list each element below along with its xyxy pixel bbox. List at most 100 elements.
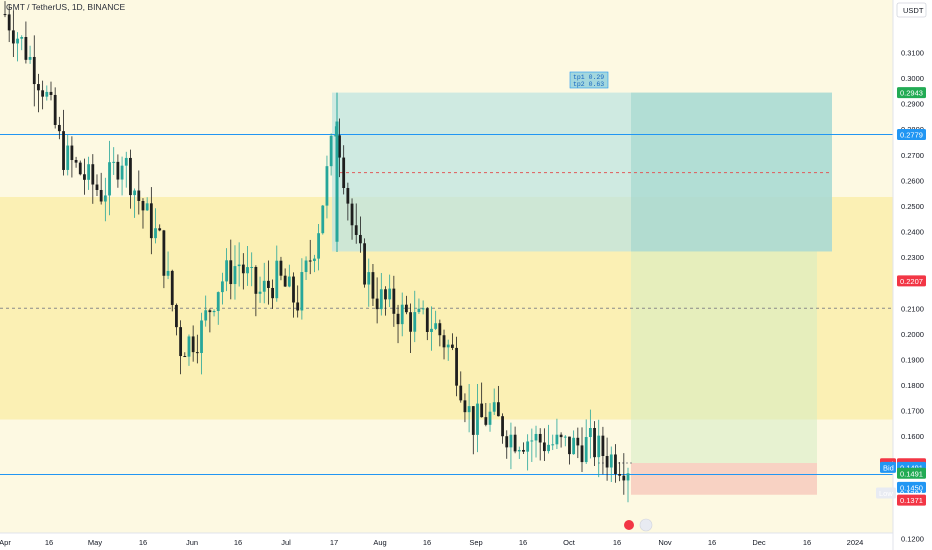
candle-body [442, 335, 446, 348]
tp1-label: tp1 0.29 [573, 74, 604, 81]
price-tag-label: 0.1450 [900, 483, 923, 492]
candle-body [262, 280, 266, 292]
candle-body [308, 260, 312, 262]
y-tick-label: 0.1700 [901, 407, 924, 416]
candle-body [609, 454, 613, 468]
price-tag-bg [897, 129, 926, 141]
lightning-event-icon[interactable] [624, 520, 634, 530]
x-tick-label: Aug [373, 538, 386, 547]
candle-body [250, 266, 254, 268]
candle-body [467, 406, 471, 413]
candle-body [434, 323, 438, 329]
candle-body [555, 434, 559, 445]
candle-body [28, 56, 32, 60]
flag-event-icon[interactable] [639, 518, 653, 532]
price-tag-label: 0.1384 [900, 489, 923, 498]
candle-body [413, 312, 417, 332]
candle-body [175, 304, 178, 328]
candle-body [53, 94, 57, 125]
candle-body [492, 402, 496, 412]
candle-body [212, 311, 216, 313]
candle-body [267, 280, 270, 288]
price-tag-prefix: Low [879, 489, 893, 498]
candle-body [622, 475, 626, 481]
price-tag-prefix-bg [876, 487, 896, 499]
candle-body [120, 165, 124, 180]
candle-body [204, 310, 208, 321]
candle-body [254, 266, 258, 294]
x-tick-label: 16 [423, 538, 431, 547]
candle-body [534, 433, 538, 441]
candle-body [505, 436, 509, 448]
candle-body [350, 203, 354, 226]
candle-body [116, 161, 120, 180]
candle-body [333, 135, 337, 137]
price-tag-prefix-bg [880, 461, 896, 473]
candle-body [141, 200, 145, 211]
candle-body [513, 434, 517, 452]
candle-body [170, 270, 174, 305]
candle-body [409, 312, 412, 332]
candle-body [287, 276, 291, 287]
candle-body [183, 356, 187, 358]
price-tag-bg [897, 467, 926, 479]
x-tick-label: 16 [139, 538, 147, 547]
candle-body [568, 436, 571, 455]
currency-button[interactable] [896, 2, 927, 18]
y-tick-label: 0.3100 [901, 48, 924, 57]
candle-body [354, 225, 358, 235]
candle-body [57, 124, 61, 132]
candle-body [605, 456, 609, 468]
candle-body [49, 91, 53, 95]
candle-body [300, 272, 304, 311]
candle-body [450, 344, 454, 348]
candle-body [99, 189, 103, 202]
price-tag-label: 0.2943 [900, 89, 923, 98]
candle-body [384, 289, 387, 300]
candle-body [112, 161, 116, 163]
candle-body [145, 203, 149, 211]
candle-body [501, 416, 504, 437]
candle-body [11, 30, 15, 44]
candle-body [137, 190, 141, 201]
price-tag-label: 0.2207 [900, 277, 923, 286]
candle-body [417, 308, 421, 313]
candle-body [32, 56, 36, 85]
candle-body [124, 157, 128, 166]
x-tick-label: Jul [281, 538, 291, 547]
candle-body [108, 162, 111, 196]
candle-body [87, 164, 91, 180]
candle-body [459, 385, 463, 401]
candle-body [317, 233, 320, 259]
price-tag-prefix: Bid [883, 463, 894, 472]
price-tag-label: 0.2779 [900, 131, 923, 140]
candle-body [371, 272, 375, 299]
candle-body [404, 304, 408, 313]
candle-body [221, 281, 224, 293]
x-tick-label: 2024 [847, 538, 864, 547]
candle-body [91, 164, 95, 185]
candle-body [522, 449, 525, 452]
x-tick-label: Dec [752, 538, 766, 547]
x-tick-label: Oct [563, 538, 576, 547]
candle-body [166, 270, 170, 276]
candle-body [601, 435, 605, 457]
candle-body [509, 434, 513, 448]
candle-body [283, 275, 287, 287]
candle-body [271, 287, 274, 299]
candle-body [225, 260, 229, 282]
tp2-label: tp2 0.63 [573, 81, 604, 88]
candle-body [7, 14, 11, 31]
candle-body [162, 230, 166, 276]
candle-body [342, 157, 346, 189]
currency-label: USDT [903, 6, 924, 15]
candle-body [484, 417, 488, 425]
candle-body [329, 135, 333, 167]
candle-body [614, 454, 617, 474]
candle-body [66, 145, 70, 170]
candle-body [241, 264, 245, 274]
candle-body [16, 38, 19, 44]
candle-body [551, 444, 555, 446]
